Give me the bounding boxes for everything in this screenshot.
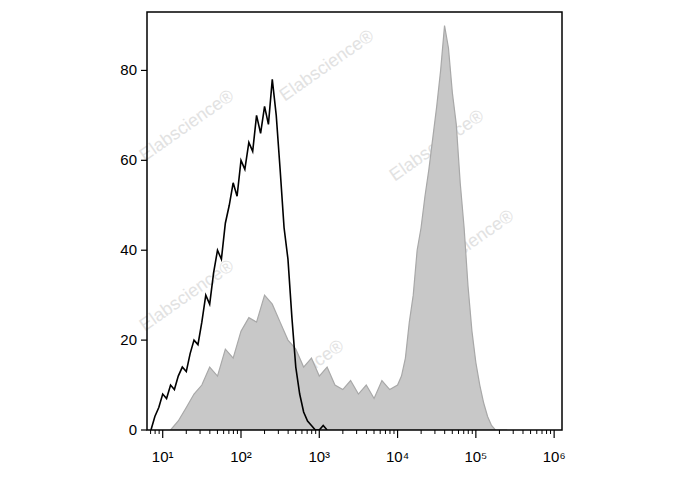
x-tick — [554, 430, 555, 438]
x-minor-tick — [530, 430, 531, 434]
x-minor-tick — [421, 430, 422, 434]
x-minor-tick — [468, 430, 469, 434]
x-minor-tick — [209, 430, 210, 434]
histogram-line — [151, 79, 327, 430]
watermark: Elabscience® — [136, 85, 238, 165]
x-tick-label: 10¹ — [152, 448, 174, 465]
x-minor-tick — [237, 430, 238, 434]
x-tick-label: 10² — [230, 448, 252, 465]
x-minor-tick — [150, 430, 151, 434]
y-tick-label: 0 — [129, 421, 137, 438]
x-minor-tick — [374, 430, 375, 434]
x-tick-label: 10⁵ — [464, 448, 487, 465]
x-minor-tick — [546, 430, 547, 434]
x-minor-tick — [301, 430, 302, 434]
y-tick-label: 60 — [120, 151, 137, 168]
x-minor-tick — [217, 430, 218, 434]
x-minor-tick — [307, 430, 308, 434]
x-minor-tick — [342, 430, 343, 434]
x-minor-tick — [223, 430, 224, 434]
watermark: Elabscience® — [276, 25, 378, 105]
x-minor-tick — [288, 430, 289, 434]
x-minor-tick — [278, 430, 279, 434]
axes: 0 20 40 60 80 10¹ 10² 10³ 10⁴ 10⁵ 10⁶ — [120, 61, 565, 465]
x-tick-label: 10⁶ — [543, 448, 566, 465]
x-minor-tick — [513, 430, 514, 434]
x-minor-tick — [522, 430, 523, 434]
x-minor-tick — [155, 430, 156, 434]
x-minor-tick — [159, 430, 160, 434]
x-minor-tick — [472, 430, 473, 434]
x-minor-tick — [295, 430, 296, 434]
x-minor-tick — [264, 430, 265, 434]
x-minor-tick — [452, 430, 453, 434]
chart: Elabscience®Elabscience®Elabscience®Elab… — [0, 0, 688, 490]
x-minor-tick — [444, 430, 445, 434]
x-tick — [397, 430, 398, 438]
x-minor-tick — [311, 430, 312, 434]
x-minor-tick — [536, 430, 537, 434]
x-tick — [319, 430, 320, 438]
x-minor-tick — [233, 430, 234, 434]
x-minor-tick — [315, 430, 316, 434]
x-minor-tick — [393, 430, 394, 434]
y-tick-label: 80 — [120, 61, 137, 78]
x-minor-tick — [550, 430, 551, 434]
y-tick — [141, 160, 147, 161]
x-tick — [240, 430, 241, 438]
x-tick — [475, 430, 476, 438]
watermark: Elabscience® — [136, 255, 238, 335]
x-minor-tick — [458, 430, 459, 434]
frame — [147, 12, 562, 430]
x-minor-tick — [356, 430, 357, 434]
x-minor-tick — [385, 430, 386, 434]
x-minor-tick — [366, 430, 367, 434]
x-minor-tick — [186, 430, 187, 434]
y-tick — [141, 70, 147, 71]
x-minor-tick — [380, 430, 381, 434]
y-tick — [141, 250, 147, 251]
x-minor-tick — [200, 430, 201, 434]
y-tick — [141, 340, 147, 341]
x-minor-tick — [228, 430, 229, 434]
x-tick-label: 10⁴ — [386, 448, 409, 465]
y-tick — [141, 429, 147, 430]
x-minor-tick — [434, 430, 435, 434]
histogram-area — [171, 25, 508, 430]
x-minor-tick — [463, 430, 464, 434]
plot-area — [151, 25, 507, 430]
x-tick — [162, 430, 163, 438]
x-minor-tick — [542, 430, 543, 434]
y-tick-label: 40 — [120, 241, 137, 258]
x-minor-tick — [499, 430, 500, 434]
x-minor-tick — [389, 430, 390, 434]
x-tick-label: 10³ — [308, 448, 330, 465]
y-tick-label: 20 — [120, 331, 137, 348]
